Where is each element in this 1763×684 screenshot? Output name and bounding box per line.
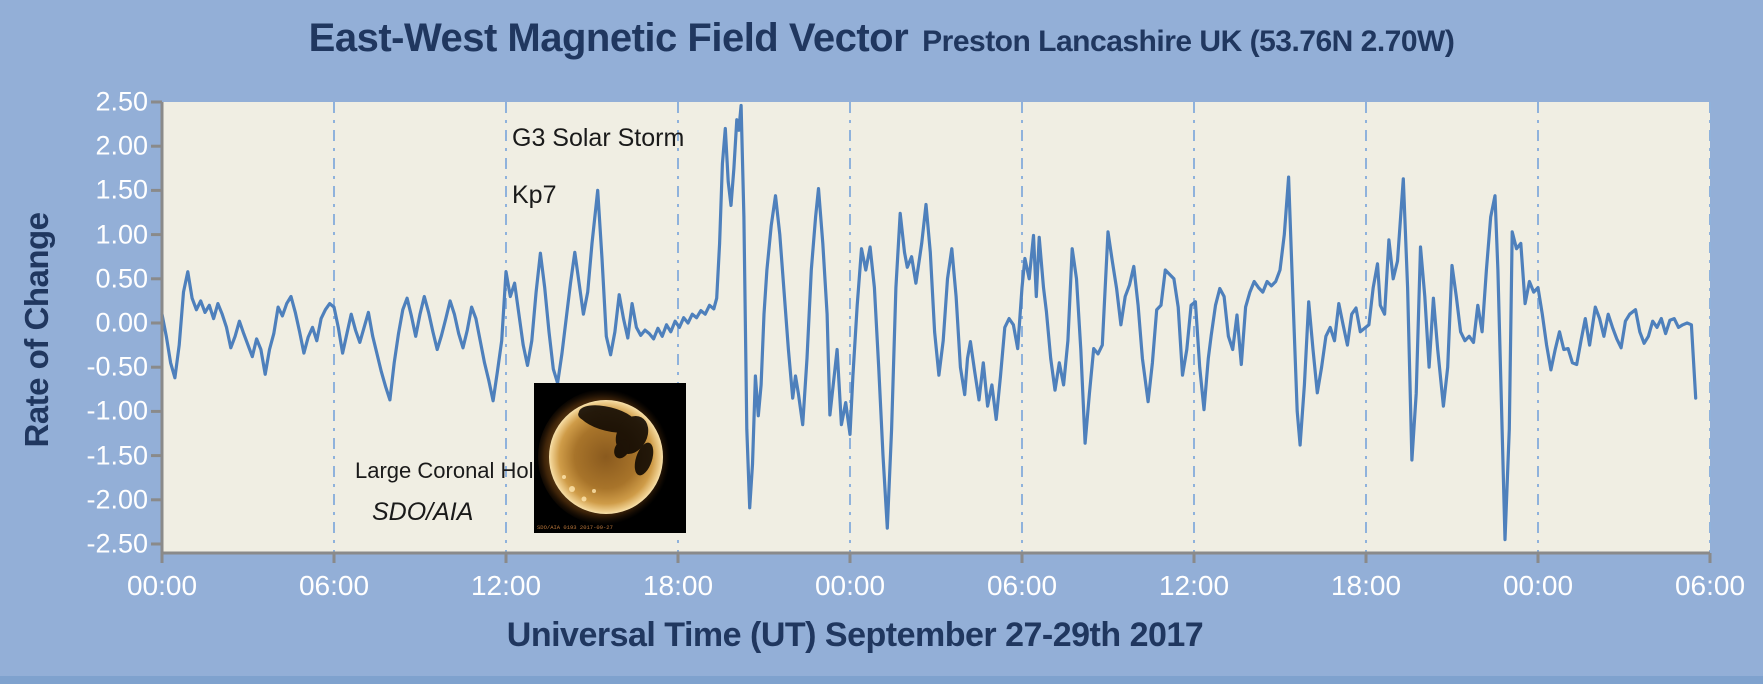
sun-image-caption: SDO/AIA 0193 2017-09-27 — [537, 524, 613, 531]
x-tick-label: 18:00 — [642, 570, 714, 601]
y-tick-label: -2.00 — [86, 484, 148, 515]
chart-title-row: East-West Magnetic Field Vector Preston L… — [0, 16, 1763, 61]
y-tick-label: 2.00 — [95, 130, 148, 161]
annotation-g3-solar-storm: G3 Solar Storm — [512, 124, 685, 152]
x-tick-label: 06:00 — [986, 570, 1058, 601]
annotation-kp7: Kp7 — [512, 181, 557, 209]
coronal-hole-dark-region — [578, 405, 654, 476]
x-tick-label: 18:00 — [1330, 570, 1402, 601]
sun-bright-patches — [562, 475, 596, 502]
y-tick-label: -0.50 — [86, 351, 148, 382]
y-tick-label: -1.50 — [86, 440, 148, 471]
page-subtitle-location: Preston Lancashire UK (53.76N 2.70W) — [922, 25, 1455, 58]
x-tick-label: 00:00 — [1502, 570, 1574, 601]
y-tick-label: 2.50 — [95, 86, 148, 117]
y-tick-label: 0.00 — [95, 307, 148, 338]
x-tick-label: 12:00 — [1158, 570, 1230, 601]
bottom-edge-strip — [0, 676, 1763, 684]
x-tick-label: 00:00 — [126, 570, 198, 601]
plot-svg — [151, 100, 1712, 563]
x-axis-title: Universal Time (UT) September 27-29th 20… — [506, 616, 1204, 654]
y-tick-label: 1.50 — [95, 174, 148, 205]
y-tick-label: 0.50 — [95, 263, 148, 294]
page-title: East-West Magnetic Field Vector — [308, 16, 909, 60]
annotation-large-coronal-hole: Large Coronal Hole — [355, 458, 546, 483]
plot-area — [162, 102, 1710, 553]
sun-coronal-hole-image: SDO/AIA 0193 2017-09-27 — [534, 383, 686, 533]
y-tick-label: 1.00 — [95, 219, 148, 250]
y-tick-label: -2.50 — [86, 528, 148, 559]
x-tick-label: 12:00 — [470, 570, 542, 601]
x-tick-label: 06:00 — [298, 570, 370, 601]
x-tick-label: 06:00 — [1674, 570, 1746, 601]
x-tick-label: 00:00 — [814, 570, 886, 601]
annotation-sdo-aia: SDO/AIA — [372, 498, 474, 526]
y-tick-label: -1.00 — [86, 395, 148, 426]
data-series-line — [160, 103, 1698, 542]
